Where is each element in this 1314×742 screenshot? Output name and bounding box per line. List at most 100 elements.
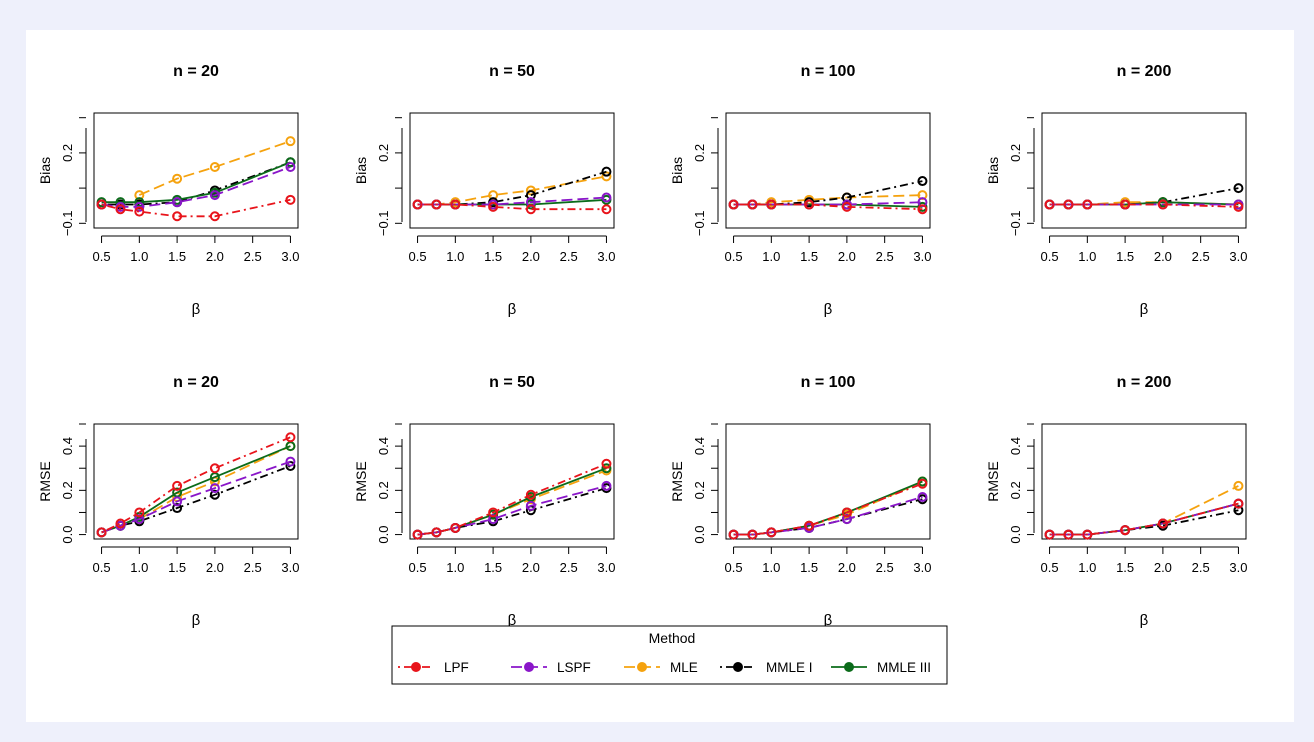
data-point xyxy=(525,489,536,500)
x-tick-label: 0.5 xyxy=(725,560,743,575)
x-tick-label: 2.0 xyxy=(1154,249,1172,264)
data-point xyxy=(285,136,296,147)
series-line xyxy=(138,445,291,520)
x-tick-label: 1.0 xyxy=(446,560,464,575)
panel-title: n = 20 xyxy=(173,374,219,391)
data-point xyxy=(747,199,758,210)
plot-box xyxy=(1041,423,1247,540)
x-tick-label: 2.5 xyxy=(244,560,262,575)
x-tick-label: 2.5 xyxy=(876,560,894,575)
panel-title: n = 100 xyxy=(801,63,856,80)
data-point xyxy=(431,527,442,538)
panel-bias-3: n = 100 0.5 1.0 1.5 2.0 2.5 3.0 β −0.1 0.2 Bias xyxy=(669,63,931,318)
data-point xyxy=(1082,529,1093,540)
x-tick-label: 2.5 xyxy=(560,560,578,575)
series-line xyxy=(417,467,607,536)
x-tick-label: 2.5 xyxy=(244,249,262,264)
data-point xyxy=(525,500,536,511)
data-point xyxy=(431,199,442,210)
series-lpf xyxy=(412,199,612,215)
series-line xyxy=(101,166,291,208)
x-tick-label: 1.0 xyxy=(1078,249,1096,264)
x-tick-label: 1.0 xyxy=(130,249,148,264)
x-tick-label: 1.5 xyxy=(484,560,502,575)
x-tick-label: 0.5 xyxy=(93,560,111,575)
data-point xyxy=(804,199,815,210)
series-line xyxy=(138,140,291,196)
x-tick-label: 2.5 xyxy=(876,249,894,264)
series-line xyxy=(417,462,607,536)
series-line xyxy=(733,480,923,536)
series-mmle-iii xyxy=(728,476,928,540)
x-axis-label: β xyxy=(192,301,201,318)
data-point xyxy=(601,480,612,491)
data-point xyxy=(412,529,423,540)
x-tick-label: 2.0 xyxy=(1154,560,1172,575)
data-point xyxy=(172,503,183,514)
data-point xyxy=(96,199,107,210)
series-mle xyxy=(728,476,928,540)
y-tick-label: 0.0 xyxy=(692,526,707,544)
series-line xyxy=(417,469,607,536)
series-line xyxy=(417,196,607,206)
series-lpf xyxy=(412,458,612,540)
data-point xyxy=(1233,498,1244,509)
series-line xyxy=(417,203,607,211)
series-line xyxy=(1049,502,1239,536)
legend-title: Method xyxy=(649,630,696,646)
panel-rmse-1: n = 20 0.5 1.0 1.5 2.0 2.5 3.0 β 0.0 0.2 0.4 RMSE xyxy=(37,374,299,629)
x-tick-label: 1.0 xyxy=(762,249,780,264)
data-point xyxy=(601,458,612,469)
series-lpf xyxy=(96,194,296,222)
data-point xyxy=(601,192,612,203)
data-point xyxy=(412,199,423,210)
data-point xyxy=(285,456,296,467)
x-tick-label: 1.0 xyxy=(1078,560,1096,575)
series-lpf xyxy=(1044,498,1244,540)
data-point xyxy=(1063,529,1074,540)
series-mmle-iii xyxy=(1044,498,1244,540)
series-line xyxy=(1049,509,1239,536)
x-tick-label: 2.5 xyxy=(1192,560,1210,575)
x-tick-label: 0.5 xyxy=(725,249,743,264)
data-point xyxy=(134,201,145,212)
legend-marker xyxy=(844,662,854,672)
x-tick-label: 1.5 xyxy=(484,249,502,264)
y-axis-label: RMSE xyxy=(353,461,369,501)
x-tick-label: 2.0 xyxy=(522,560,540,575)
y-tick-label: 0.4 xyxy=(60,437,75,455)
x-tick-label: 3.0 xyxy=(913,249,931,264)
data-point xyxy=(1157,199,1168,210)
panel-rmse-2: n = 50 0.5 1.0 1.5 2.0 2.5 3.0 β 0.0 0.2 0.4 RMSE xyxy=(353,374,615,629)
y-tick-label: 0.2 xyxy=(60,481,75,499)
data-point xyxy=(285,194,296,205)
panel-rmse-3: n = 100 0.5 1.0 1.5 2.0 2.5 3.0 β 0.0 0.2 0.4 RMSE xyxy=(669,374,931,629)
y-axis-label: Bias xyxy=(669,157,685,184)
legend-entry-mmle-iii: MMLE III xyxy=(831,660,931,675)
data-point xyxy=(601,166,612,177)
series-mmle-iii xyxy=(96,157,296,208)
legend-label: LSPF xyxy=(557,660,591,675)
series-line xyxy=(1049,187,1239,206)
x-tick-label: 1.0 xyxy=(446,249,464,264)
data-point xyxy=(285,161,296,172)
data-point xyxy=(134,514,145,525)
x-tick-label: 3.0 xyxy=(281,560,299,575)
data-point xyxy=(841,514,852,525)
data-point xyxy=(488,201,499,212)
x-axis-label: β xyxy=(1140,301,1149,318)
x-axis-label: β xyxy=(824,612,833,629)
x-tick-label: 1.5 xyxy=(168,249,186,264)
series-line xyxy=(733,480,923,536)
x-tick-label: 2.0 xyxy=(838,249,856,264)
y-axis-label: Bias xyxy=(37,157,53,184)
data-point xyxy=(917,478,928,489)
legend-entry-mmle-i: MMLE I xyxy=(720,660,813,675)
x-tick-label: 0.5 xyxy=(1041,560,1059,575)
series-line xyxy=(417,175,607,206)
data-point xyxy=(1157,518,1168,529)
panel-bias-2: n = 50 0.5 1.0 1.5 2.0 2.5 3.0 β −0.1 0.2 Bias xyxy=(353,63,615,318)
series-line xyxy=(101,465,291,534)
data-point xyxy=(525,204,536,215)
